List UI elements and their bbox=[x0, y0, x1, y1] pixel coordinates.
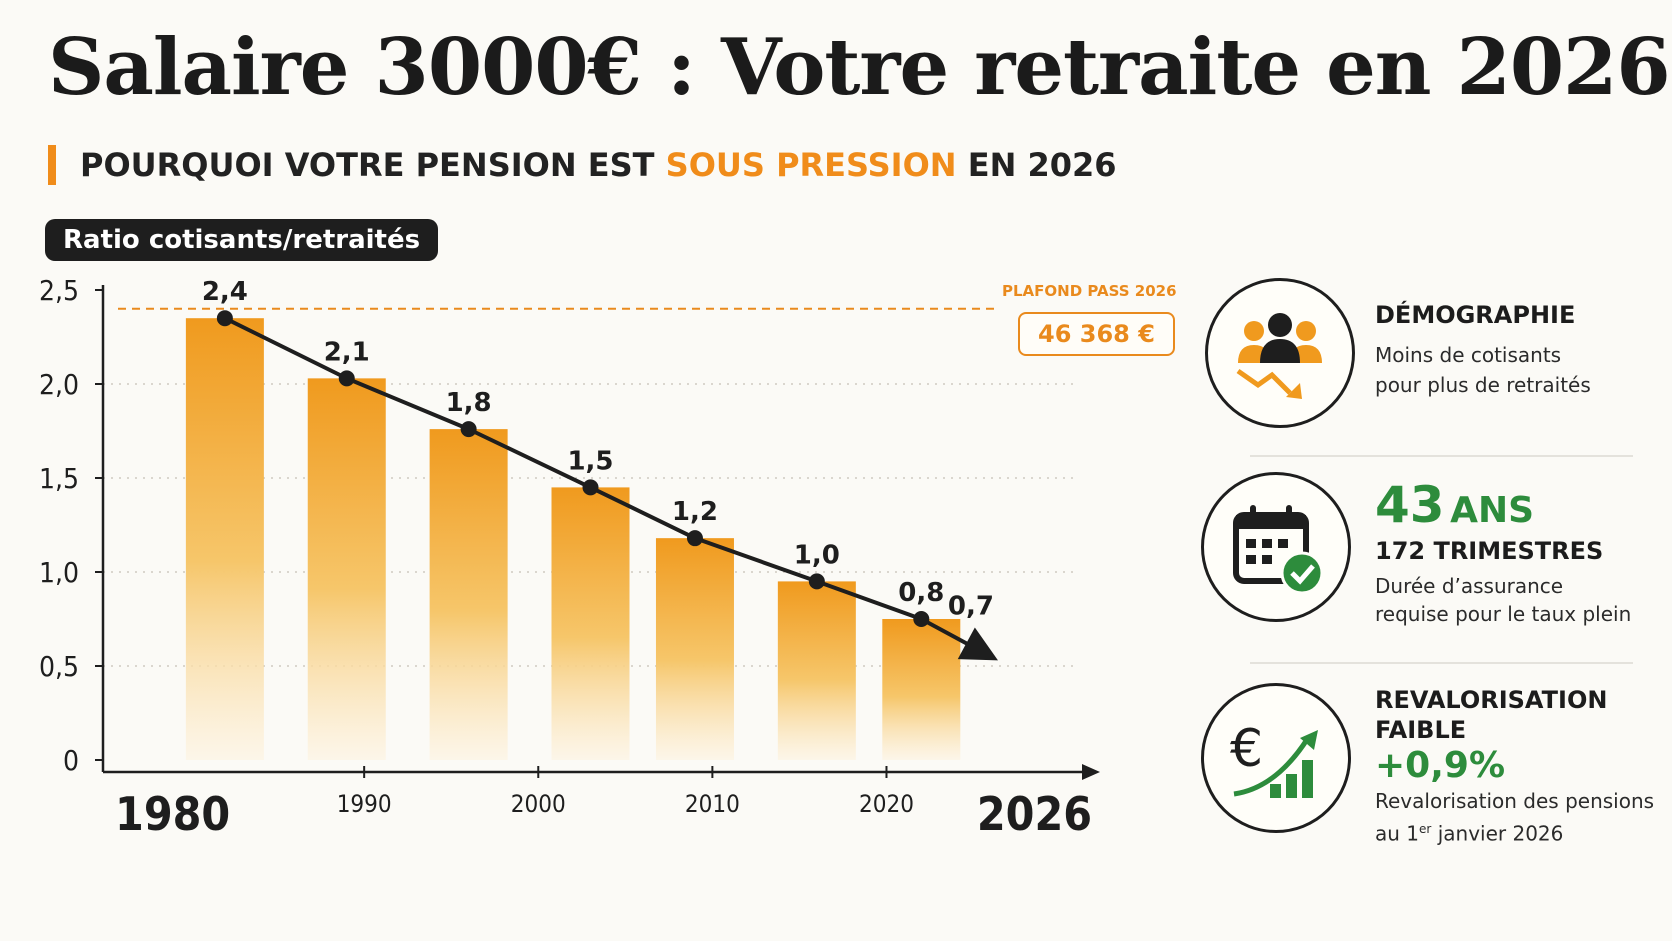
trend-line bbox=[223, 316, 975, 649]
date-post: janvier 2026 bbox=[1431, 821, 1564, 846]
x-tick-label: 2010 bbox=[685, 790, 740, 818]
data-label: 1,0 bbox=[794, 540, 840, 570]
bar bbox=[185, 318, 264, 760]
data-point bbox=[913, 611, 930, 627]
panel-body-line1: Revalorisation des pensions bbox=[1375, 789, 1655, 813]
data-point bbox=[216, 310, 233, 327]
data-label: 2,4 bbox=[202, 277, 248, 307]
svg-text:€: € bbox=[1230, 719, 1263, 779]
bar bbox=[307, 378, 386, 760]
revalorisation-rate: +0,9% bbox=[1375, 745, 1506, 786]
bar bbox=[429, 429, 508, 760]
panel-body-line1: Durée d’assurance bbox=[1375, 574, 1564, 598]
panel-heading: DÉMOGRAPHIE bbox=[1375, 301, 1576, 329]
data-point bbox=[686, 530, 703, 547]
panel-heading-line2: FAIBLE bbox=[1375, 716, 1467, 744]
panel-body-line1: Moins de cotisants bbox=[1375, 343, 1562, 367]
y-tick-label: 1,5 bbox=[39, 462, 79, 495]
panel-body-line2: au 1er janvier 2026 bbox=[1375, 815, 1654, 848]
x-axis-arrow bbox=[1082, 764, 1100, 780]
panel-body-line2: requise pour le taux plein bbox=[1375, 602, 1632, 626]
panel-divider bbox=[1250, 455, 1633, 457]
duration-number: 43 bbox=[1375, 476, 1445, 534]
x-tick-label: 1980 bbox=[115, 787, 230, 841]
trimestres-label: 172 TRIMESTRES bbox=[1375, 537, 1604, 565]
x-tick-label: 1990 bbox=[337, 790, 392, 818]
page-subtitle: POURQUOI VOTRE PENSION EST SOUS PRESSION… bbox=[48, 145, 1117, 185]
y-tick-label: 0 bbox=[63, 744, 79, 777]
y-tick-label: 0,5 bbox=[39, 650, 79, 683]
calendar-check-icon bbox=[1201, 472, 1351, 622]
data-point bbox=[582, 479, 599, 496]
data-label: 2,1 bbox=[324, 337, 370, 367]
duration-unit: ANS bbox=[1450, 490, 1535, 531]
data-label: 1,5 bbox=[567, 446, 613, 476]
data-label: 1,8 bbox=[446, 388, 492, 418]
bar bbox=[882, 619, 961, 760]
data-point bbox=[338, 370, 355, 387]
x-tick-label: 2020 bbox=[859, 790, 914, 818]
euro-growth-icon: € bbox=[1201, 683, 1351, 833]
data-point bbox=[808, 573, 825, 590]
reference-value-box: 46 368 € bbox=[1018, 312, 1175, 356]
chart-label-pill: Ratio cotisants/retraités bbox=[45, 219, 439, 261]
duration-value: 43 ANS bbox=[1375, 476, 1631, 534]
data-label: 0,8 bbox=[898, 578, 944, 608]
date-pre: au 1 bbox=[1375, 821, 1420, 846]
x-tick-label: 2000 bbox=[511, 790, 566, 818]
x-tick-label: 2026 bbox=[977, 787, 1092, 841]
y-tick-label: 2,0 bbox=[39, 368, 79, 401]
data-label: 0,7 bbox=[948, 592, 994, 622]
y-tick-label: 2,5 bbox=[39, 274, 79, 307]
subtitle-text-pre: POURQUOI VOTRE PENSION EST bbox=[80, 146, 666, 184]
subtitle-highlight: SOUS PRESSION bbox=[665, 146, 957, 184]
accent-bar bbox=[48, 145, 56, 185]
bar bbox=[777, 581, 856, 760]
reference-label: PLAFOND PASS 2026 bbox=[1002, 282, 1177, 300]
bar bbox=[655, 538, 734, 760]
trend-arrowhead bbox=[957, 627, 998, 661]
bar bbox=[551, 487, 630, 760]
panel-divider bbox=[1250, 662, 1633, 664]
date-sup: er bbox=[1419, 822, 1432, 836]
subtitle-text-post: EN 2026 bbox=[956, 146, 1117, 184]
panel-body-line2: pour plus de retraités bbox=[1375, 373, 1591, 397]
data-label: 1,2 bbox=[672, 497, 718, 527]
y-tick-label: 1,0 bbox=[39, 556, 79, 589]
page-title: Salaire 3000€ : Votre retraite en 2026 bbox=[48, 22, 1671, 113]
panel-heading-line1: REVALORISATION bbox=[1375, 686, 1608, 714]
data-point bbox=[460, 421, 477, 438]
people-decline-icon bbox=[1205, 278, 1355, 428]
